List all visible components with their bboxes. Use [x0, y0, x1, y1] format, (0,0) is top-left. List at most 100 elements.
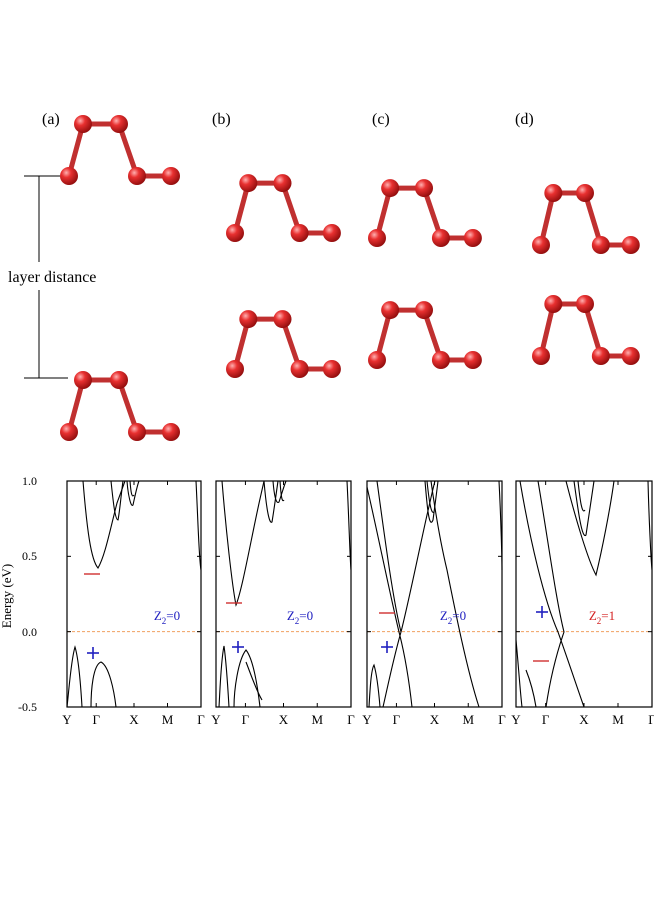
band-line — [519, 480, 585, 708]
y-axis-label: Energy (eV) — [0, 564, 14, 628]
atom — [415, 179, 433, 198]
band-line — [233, 649, 261, 708]
band-line — [82, 480, 126, 569]
k-point-label: Y — [511, 712, 521, 727]
band-line — [221, 480, 265, 607]
band-section: Energy (eV) 1.0 0.5 0.0 -0.5 Y Γ X M ΓZ2=0Y Γ… — [0, 474, 654, 727]
atom — [273, 174, 292, 193]
k-point-label: Y — [211, 712, 221, 727]
bond — [582, 190, 604, 248]
structure-section: (a) (b) (c) (d) layer distance — [8, 111, 640, 441]
atom — [431, 229, 450, 247]
atom — [591, 236, 610, 254]
plot-frame — [215, 480, 352, 708]
z2-invariant-label: Z2=1 — [589, 608, 615, 626]
atom — [532, 236, 550, 254]
atom — [463, 229, 482, 247]
k-point-label: M — [462, 712, 474, 727]
molecule-panel-a — [60, 115, 180, 185]
k-point-label: Γ — [347, 712, 355, 727]
band-line — [126, 480, 140, 506]
atom — [74, 371, 92, 389]
atom — [621, 347, 640, 365]
atom — [381, 301, 400, 320]
molecule-panel-c — [368, 301, 482, 369]
band-line — [565, 480, 615, 577]
atom — [544, 184, 563, 202]
band-line — [430, 480, 480, 708]
band-panel-3: Y Γ X M Γ Z2=0 — [362, 480, 506, 727]
band-lines — [366, 480, 503, 708]
panel-label-d: (d) — [515, 111, 534, 128]
atom — [226, 360, 244, 378]
band-line — [382, 631, 402, 708]
k-point-label: Y — [362, 712, 372, 727]
atom — [60, 167, 78, 185]
bond — [582, 301, 604, 359]
k-point-label: M — [162, 712, 174, 727]
bond — [116, 377, 140, 435]
atom — [162, 423, 180, 441]
band-line — [515, 639, 523, 708]
atom — [381, 179, 400, 198]
atom — [431, 351, 450, 369]
atom — [322, 224, 341, 242]
molecule-panel-d — [532, 295, 640, 365]
atom — [239, 310, 258, 329]
band-panel-4: Y Γ X M Γ Z2=1 — [511, 480, 654, 727]
band-line — [218, 645, 230, 708]
atom — [591, 347, 610, 365]
atom — [576, 295, 594, 313]
panel-label-b: (b) — [212, 111, 231, 128]
atom — [74, 115, 92, 133]
band-line — [424, 480, 439, 523]
band-line — [110, 480, 124, 521]
band-line — [245, 661, 263, 701]
atom — [239, 174, 258, 193]
atom — [128, 167, 146, 185]
atom — [290, 360, 309, 378]
plot-frame — [66, 480, 202, 708]
band-lines — [66, 480, 202, 708]
atom — [162, 167, 180, 185]
atom — [576, 184, 594, 202]
k-point-label: M — [311, 712, 323, 727]
y-tick-label: -0.5 — [18, 700, 37, 714]
molecule-panel-d — [532, 184, 640, 254]
k-point-label: Γ — [197, 712, 205, 727]
atom — [463, 351, 482, 369]
y-tick-label: 1.0 — [22, 474, 37, 488]
z2-invariant-label: Z2=0 — [440, 608, 466, 626]
plot-frame-edge — [515, 480, 653, 708]
band-line — [272, 480, 287, 504]
k-point-label: X — [279, 712, 289, 727]
atom — [544, 295, 563, 313]
atom — [532, 347, 550, 365]
atom — [226, 224, 244, 242]
band-line — [577, 480, 586, 512]
molecule-panel-b — [226, 310, 341, 378]
band-panels: Y Γ X M ΓZ2=0Y Γ X M ΓZ2=0Y Γ X M ΓZ2=0Y Γ X M ΓZ2=1 — [62, 480, 654, 727]
molecule-group — [60, 115, 640, 441]
k-point-label: Γ — [542, 712, 550, 727]
band-lines — [515, 480, 653, 708]
band-line — [573, 480, 595, 536]
atom — [128, 423, 146, 441]
plot-frame — [366, 480, 503, 708]
atom — [273, 310, 292, 329]
plot-frame-edge — [366, 480, 503, 708]
y-tick-label: 0.0 — [22, 625, 37, 639]
k-point-label: Γ — [393, 712, 401, 727]
k-point-label: Γ — [648, 712, 654, 727]
band-panel-1: Y Γ X M Γ Z2=0 — [62, 480, 205, 727]
atom — [290, 224, 309, 242]
band-line — [90, 661, 117, 708]
k-point-label: Y — [62, 712, 72, 727]
atom — [368, 229, 386, 247]
molecule-panel-a — [60, 371, 180, 441]
bond — [116, 121, 140, 179]
plot-frame-edge — [215, 480, 352, 708]
atom — [60, 423, 78, 441]
k-point-label: X — [579, 712, 589, 727]
